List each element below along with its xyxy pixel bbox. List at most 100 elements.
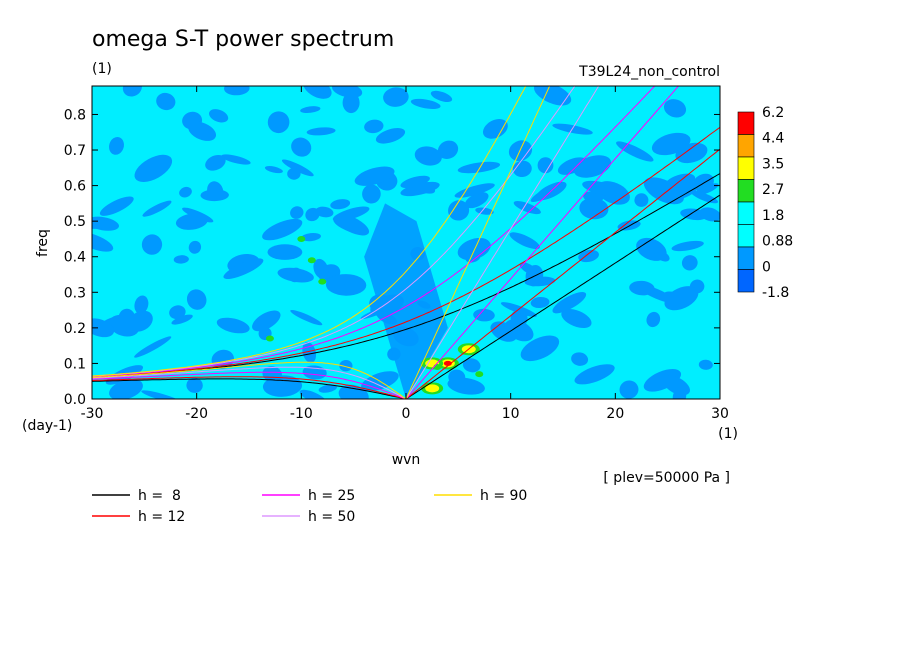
chart-title: omega S-T power spectrum [92, 27, 394, 52]
low-power-patch [473, 308, 495, 322]
low-power-patch [186, 377, 203, 393]
low-power-patch [671, 240, 704, 252]
high-power-patch [307, 257, 316, 264]
low-power-patch [464, 192, 489, 209]
low-power-patch [354, 166, 395, 186]
kelvin-curve [405, 194, 720, 399]
low-power-patch [92, 318, 115, 338]
colorbar-label: 2.7 [762, 182, 784, 198]
low-power-patch [663, 99, 687, 118]
low-power-patch [383, 87, 409, 107]
low-power-patch [462, 358, 481, 373]
low-power-patch [216, 317, 250, 334]
low-power-patch [290, 206, 304, 219]
high-power-patch [433, 363, 442, 370]
low-power-patch [211, 349, 235, 369]
low-power-patch [408, 179, 436, 194]
legend: h = 8 h = 12 h = 25 h = 50 h = 90 [92, 488, 527, 525]
low-power-patch [619, 380, 639, 399]
low-power-patch [509, 232, 540, 250]
low-power-patch [318, 384, 337, 393]
colorbar-swatch [737, 111, 755, 135]
low-power-patch [582, 180, 621, 196]
low-power-patch [578, 249, 599, 263]
kelvin-curve [405, 86, 551, 399]
low-power-patch [573, 155, 612, 178]
low-power-patch [634, 193, 649, 207]
low-power-patch [99, 196, 134, 216]
low-power-patch [109, 378, 143, 399]
low-power-patch [583, 191, 604, 203]
x-tick-label: 20 [606, 406, 624, 422]
low-power-patch [643, 369, 682, 392]
low-power-patch [513, 201, 541, 215]
low-power-patch [646, 311, 661, 328]
high-power-patch [265, 335, 274, 342]
colorbar-label: 1.8 [762, 208, 784, 224]
low-power-patch [281, 159, 314, 177]
x-axis-label: wvn [392, 452, 421, 468]
low-power-patch [134, 295, 149, 314]
low-power-patch [629, 280, 655, 296]
low-power-patch [188, 121, 217, 141]
low-power-patch [221, 154, 251, 165]
legend-label: h = 12 [138, 509, 185, 525]
low-power-patch [277, 267, 314, 283]
low-power-patch [291, 137, 312, 157]
low-power-patch [209, 109, 229, 123]
colorbar-swatch [737, 201, 755, 225]
low-power-patch [299, 389, 327, 399]
low-power-patch [186, 289, 207, 310]
low-power-patch [668, 181, 699, 200]
low-power-patch [437, 140, 459, 160]
high-power-patch [318, 278, 327, 285]
low-power-patch [681, 255, 698, 271]
low-power-patch [141, 390, 182, 399]
low-power-patch [448, 369, 466, 385]
low-power-patch [122, 86, 142, 97]
low-power-patch [267, 244, 303, 260]
y-tick-label: 0.1 [64, 356, 86, 372]
x-tick-label: -10 [290, 406, 313, 422]
low-power-patch [173, 255, 189, 264]
low-power-patch [306, 127, 336, 136]
peak-mid [425, 384, 440, 393]
low-power-patch [134, 154, 173, 183]
colorbar-label: 6.2 [762, 105, 784, 121]
x-axis: -30 -20 -10 0 10 20 30 [81, 86, 729, 422]
low-power-patch [92, 232, 114, 252]
rossby-curve [92, 378, 407, 399]
low-power-patch [334, 214, 370, 236]
rossby-curve [92, 361, 407, 399]
low-power-patch [118, 308, 136, 330]
y-tick-label: 0.0 [64, 392, 86, 408]
dispersion-curves [92, 86, 720, 399]
low-power-patch [290, 309, 323, 326]
y-axis-label: freq [35, 229, 51, 257]
low-power-patch [188, 240, 202, 254]
low-power-patch [364, 119, 384, 134]
low-power-patch [343, 276, 361, 292]
low-power-patch [141, 234, 163, 255]
y-tick-label: 0.4 [64, 250, 86, 266]
low-power-patch [664, 286, 699, 311]
low-power-patch [224, 86, 250, 96]
low-power-patch [430, 90, 453, 103]
low-power-patch [313, 258, 329, 279]
low-power-patch [301, 232, 321, 242]
low-power-patch [300, 106, 321, 114]
experiment-name: T39L24_non_control [578, 64, 720, 80]
low-power-patch [561, 308, 592, 329]
low-power-patch [692, 173, 714, 192]
low-power-patch [171, 314, 193, 325]
low-power-patch [252, 310, 281, 332]
colorbar-swatch [737, 269, 755, 293]
legend-label: h = 50 [308, 509, 355, 525]
low-power-patch [315, 206, 334, 218]
low-power-patch [142, 200, 172, 217]
mrg-curve [92, 86, 527, 377]
kelvin-curve [405, 86, 600, 399]
colorbar-label: 0 [762, 259, 771, 275]
low-power-patch [264, 166, 283, 174]
low-power-patch [362, 184, 381, 204]
